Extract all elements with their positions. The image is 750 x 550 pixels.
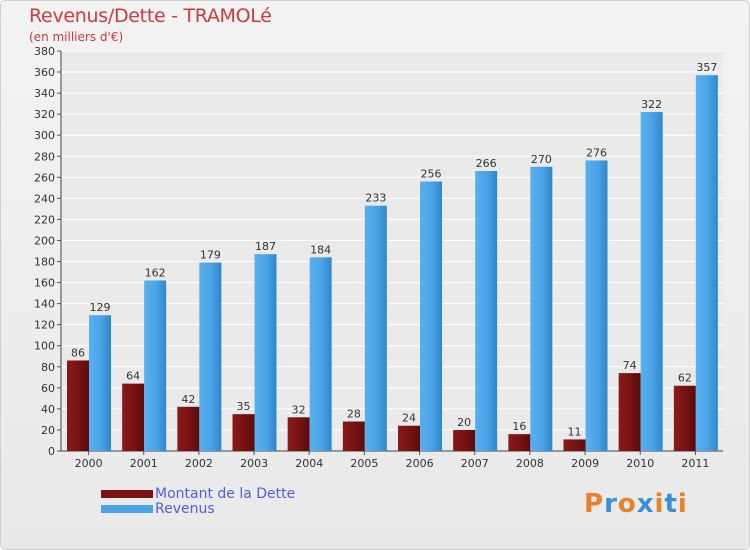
logo-letter: x	[636, 489, 655, 519]
bar-dette	[342, 421, 365, 451]
y-tick-label: 80	[41, 361, 55, 374]
data-label-revenus: 276	[586, 146, 607, 159]
data-label-dette: 16	[512, 420, 526, 433]
bar-dette	[398, 425, 420, 451]
data-label-dette: 32	[292, 403, 306, 416]
y-tick-label: 240	[34, 192, 55, 205]
data-label-revenus: 162	[145, 266, 166, 279]
y-tick-label: 320	[34, 108, 55, 121]
data-label-dette: 74	[623, 359, 637, 372]
data-label-revenus: 357	[696, 61, 717, 74]
data-label-dette: 35	[237, 400, 251, 413]
y-tick-label: 360	[34, 66, 55, 79]
bar-revenus	[530, 166, 553, 451]
bar-dette	[508, 434, 531, 451]
bar-dette	[453, 429, 476, 451]
chart-title: Revenus/Dette - TRAMOLé	[29, 5, 272, 27]
x-tick-label: 2010	[626, 457, 654, 470]
data-label-revenus: 270	[531, 153, 552, 166]
y-tick-label: 40	[41, 403, 55, 416]
bar-dette	[177, 406, 200, 451]
y-tick-label: 20	[41, 424, 55, 437]
data-label-revenus: 187	[255, 240, 276, 253]
bar-revenus	[585, 160, 608, 451]
x-tick-label: 2006	[406, 457, 434, 470]
data-label-revenus: 233	[365, 192, 386, 205]
data-label-dette: 42	[181, 393, 195, 406]
logo-letter: t	[664, 489, 678, 519]
x-tick-label: 2005	[350, 457, 378, 470]
data-label-dette: 62	[678, 372, 692, 385]
x-tick-label: 2001	[130, 457, 158, 470]
logo-letter: o	[617, 489, 637, 519]
bar-revenus	[420, 181, 442, 452]
y-tick-label: 260	[34, 171, 55, 184]
y-tick-label: 120	[34, 319, 55, 332]
x-tick-label: 2004	[295, 457, 323, 470]
data-label-revenus: 256	[421, 168, 442, 181]
data-label-revenus: 266	[476, 157, 497, 170]
bar-revenus	[695, 75, 718, 452]
x-tick-label: 2003	[240, 457, 268, 470]
bar-revenus	[199, 262, 222, 451]
data-label-revenus: 179	[200, 249, 221, 262]
data-label-dette: 11	[568, 425, 582, 438]
x-tick-label: 2007	[461, 457, 489, 470]
logo-letter: P	[584, 489, 605, 519]
bar-revenus	[309, 257, 332, 451]
legend-swatch-dette	[101, 490, 153, 498]
x-tick-label: 2008	[516, 457, 544, 470]
x-tick-label: 2002	[185, 457, 213, 470]
bar-dette	[122, 383, 145, 451]
y-tick-label: 300	[34, 129, 55, 142]
y-tick-label: 200	[34, 234, 55, 247]
bar-revenus	[89, 315, 111, 451]
proxiti-logo: Proxiti	[584, 489, 688, 519]
bar-dette	[67, 360, 89, 451]
y-tick-label: 140	[34, 298, 55, 311]
y-tick-label: 160	[34, 277, 55, 290]
x-tick-label: 2000	[75, 457, 103, 470]
data-label-dette: 86	[71, 346, 85, 359]
data-label-revenus: 322	[641, 98, 662, 111]
data-label-dette: 28	[347, 408, 361, 421]
bar-dette	[563, 439, 586, 451]
data-label-revenus: 184	[310, 243, 331, 256]
logo-letter: i	[654, 489, 665, 519]
legend-swatch-revenus	[101, 505, 153, 513]
logo-letter: i	[677, 489, 688, 519]
logo-letter: r	[604, 489, 618, 519]
data-label-dette: 64	[126, 370, 140, 383]
bar-revenus	[475, 171, 498, 451]
bar-dette	[618, 373, 641, 451]
x-tick-label: 2011	[681, 457, 709, 470]
y-tick-label: 180	[34, 256, 55, 269]
bar-dette	[287, 417, 310, 451]
y-tick-label: 100	[34, 340, 55, 353]
y-tick-label: 60	[41, 382, 55, 395]
y-tick-label: 340	[34, 87, 55, 100]
chart-subtitle: (en milliers d'€)	[29, 30, 124, 44]
plot-area	[61, 51, 723, 451]
bar-dette	[673, 385, 696, 451]
data-label-dette: 24	[402, 412, 416, 425]
bar-revenus	[254, 254, 277, 451]
bar-revenus	[364, 205, 387, 451]
y-tick-label: 0	[48, 445, 55, 458]
bar-dette	[232, 414, 255, 451]
x-tick-label: 2009	[571, 457, 599, 470]
bar-revenus	[144, 280, 167, 451]
legend-label-dette: Montant de la Dette	[155, 486, 296, 502]
bar-revenus	[640, 112, 663, 451]
y-tick-label: 220	[34, 213, 55, 226]
data-label-dette: 20	[457, 416, 471, 429]
data-label-revenus: 129	[90, 301, 111, 314]
y-tick-label: 380	[34, 45, 55, 58]
y-tick-label: 280	[34, 150, 55, 163]
legend-label-revenus: Revenus	[155, 501, 215, 517]
